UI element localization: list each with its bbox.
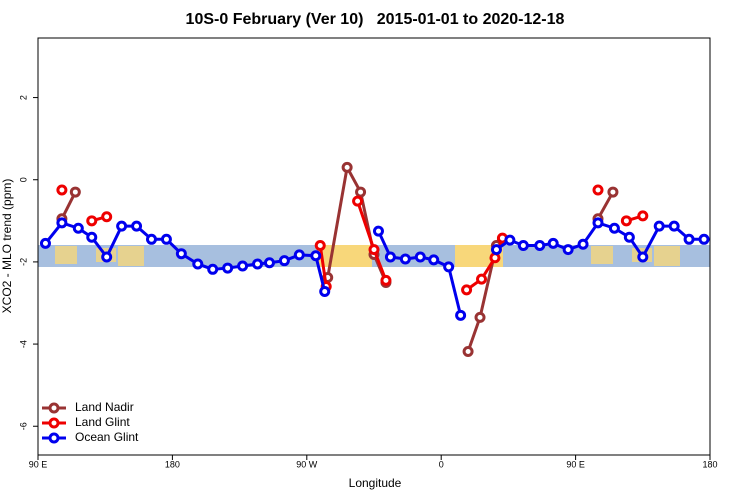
legend-label: Land Glint [75,415,130,429]
land-patch [55,246,77,264]
data-point [278,255,290,267]
data-point [592,184,604,196]
data-point [116,220,128,232]
data-point [101,251,113,263]
data-point [577,238,589,250]
data-point [101,211,113,223]
data-point [368,244,380,256]
y-tick-label: -2 [18,258,28,266]
data-point [352,195,364,207]
data-point [608,222,620,234]
data-point [607,186,619,198]
legend-marker [48,402,60,414]
land-patch [118,246,144,266]
x-tick-label: 180 [165,459,180,469]
data-point [293,249,305,261]
data-point [86,215,98,227]
data-point [72,222,84,234]
y-tick-label: 2 [18,95,28,100]
legend-marker [48,417,60,429]
data-point [653,220,665,232]
data-point [474,311,486,323]
y-tick-label: -6 [18,422,28,430]
data-point [517,239,529,251]
land-patch [654,246,680,266]
data-point [319,285,331,297]
y-tick-label: -4 [18,340,28,348]
data-point [372,225,384,237]
data-point [534,239,546,251]
legend-label: Land Nadir [75,400,134,414]
data-point [86,231,98,243]
data-point [399,253,411,265]
x-axis-label: Longitude [349,476,402,490]
data-point [623,231,635,243]
data-point [263,257,275,269]
data-point [620,215,632,227]
x-tick-label: 90 W [296,459,318,469]
y-axis-label: XCO2 - MLO trend (ppm) [0,179,14,314]
data-point [314,239,326,251]
data-point [145,233,157,245]
data-point [310,250,322,262]
data-point [455,309,467,321]
data-point [355,186,367,198]
chart-title: 10S-0 February (Ver 10) 2015-01-01 to 20… [186,11,565,28]
data-point [131,220,143,232]
data-point [490,244,502,256]
data-point [175,248,187,260]
land-patch [318,245,372,267]
data-point [461,284,473,296]
data-point [192,258,204,270]
x-tick-label: 90 E [29,459,48,469]
data-point [504,234,516,246]
data-point [69,186,81,198]
x-tick-label: 90 E [566,459,585,469]
data-point [668,220,680,232]
data-point [384,251,396,263]
data-point [592,217,604,229]
plot-frame [37,37,711,456]
data-point [683,233,695,245]
legend-marker [48,432,60,444]
data-point [476,273,488,285]
data-point [341,161,353,173]
data-point [443,261,455,273]
data-point [160,233,172,245]
legend-label: Ocean Glint [75,430,139,444]
data-point [428,254,440,266]
data-point [637,251,649,263]
data-point [56,184,68,196]
data-point [39,237,51,249]
x-tick-label: 180 [702,459,717,469]
data-point [207,263,219,275]
data-point [380,274,392,286]
data-point [489,252,501,264]
series-line [44,221,705,316]
data-point [56,217,68,229]
x-tick-label: 0 [439,459,444,469]
land-patch [591,246,613,264]
data-point [222,262,234,274]
data-point [414,251,426,263]
data-point [547,237,559,249]
y-tick-label: 0 [18,177,28,182]
data-point [637,210,649,222]
data-point [562,244,574,256]
data-point [698,233,710,245]
data-point [462,345,474,357]
data-point [252,258,264,270]
data-point [237,260,249,272]
